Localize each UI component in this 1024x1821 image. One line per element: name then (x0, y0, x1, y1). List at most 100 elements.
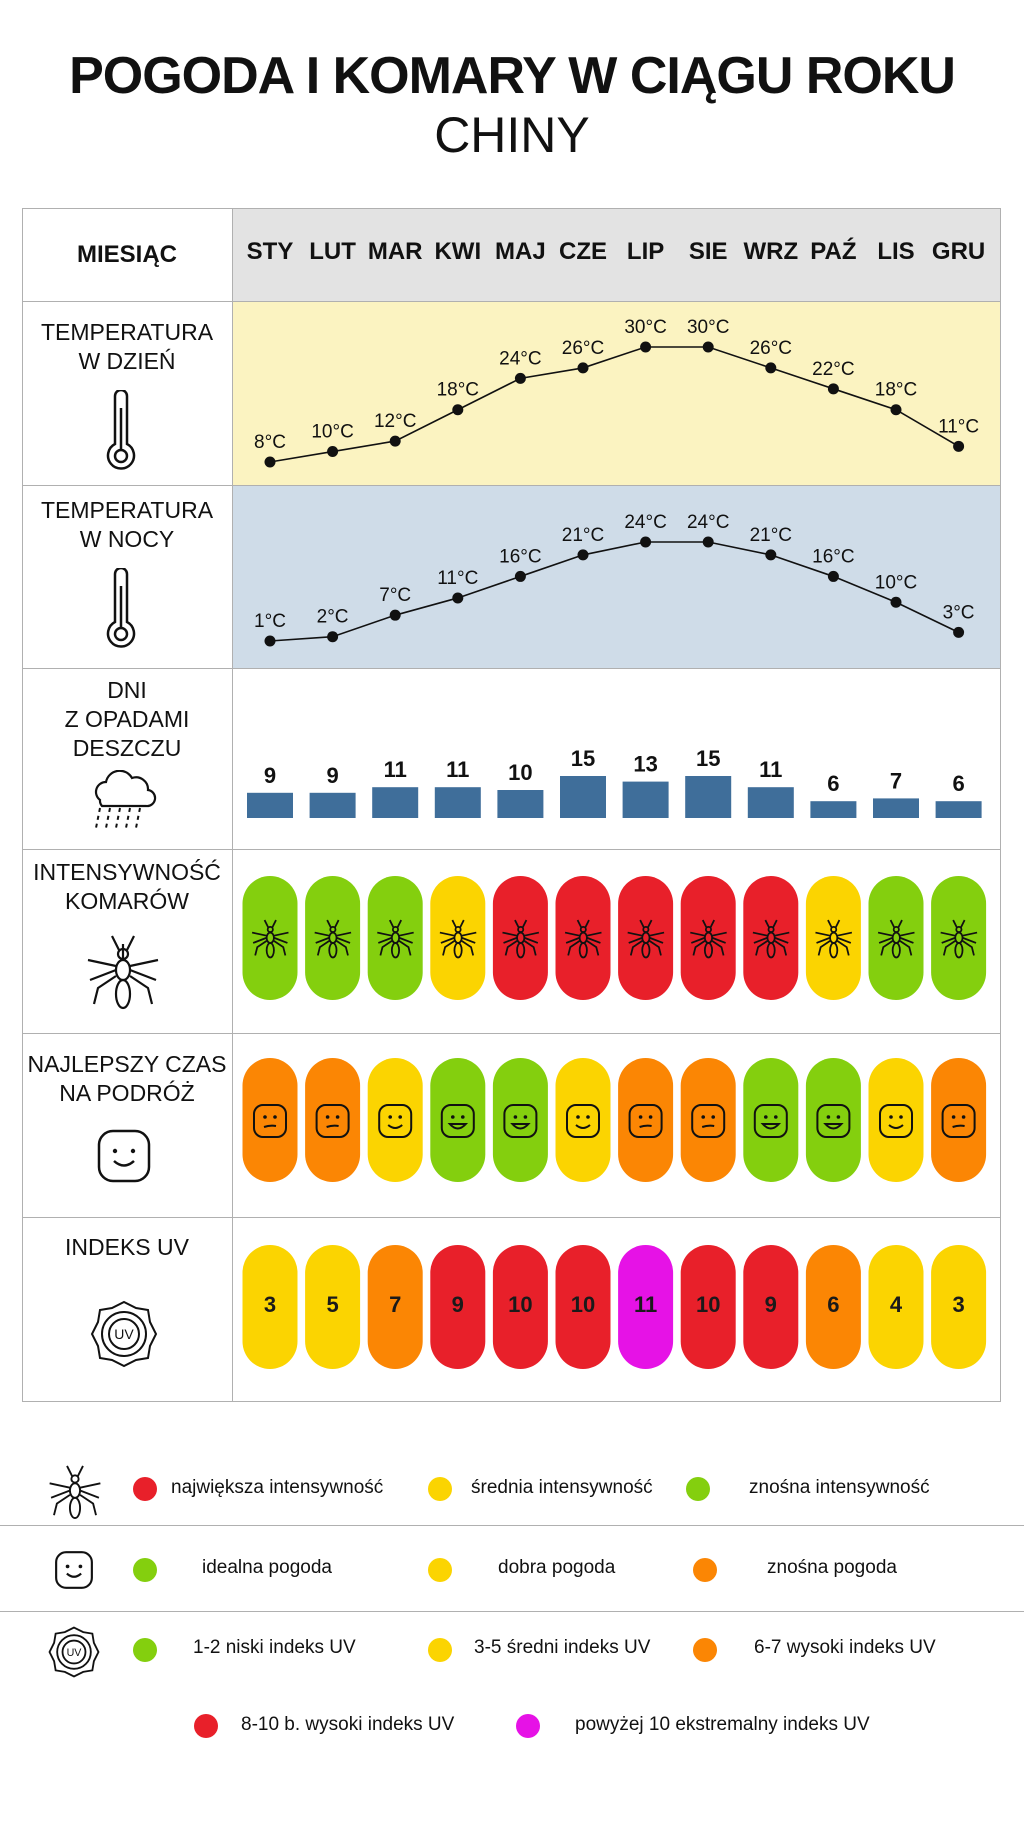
label-line: W NOCY (79, 526, 175, 552)
legend-dot (133, 1477, 157, 1501)
label-line: Z OPADAMI (64, 706, 190, 732)
night-temp-point (890, 596, 902, 608)
night-temp-line (269, 541, 959, 642)
day-temp-point (264, 456, 276, 468)
rain-bar (372, 787, 419, 818)
rain-value-label: 13 (633, 752, 657, 777)
travel-pill (430, 1058, 486, 1182)
month-label: CZE (559, 238, 607, 265)
day-temp-label: 10°C (311, 422, 353, 443)
night-temp-point (389, 609, 401, 621)
month-label: WRZ (743, 238, 799, 265)
legend-text: średnia intensywność (471, 1477, 653, 1498)
smiley-icon (97, 1129, 151, 1183)
uv-pill (931, 1245, 987, 1369)
rain-label: DNI Z OPADAMI DESZCZU (22, 676, 232, 763)
day-temp-point (389, 435, 401, 447)
uv-value-label: 5 (326, 1292, 338, 1317)
legend-dot (693, 1638, 717, 1662)
night-temp-label: 16°C (812, 546, 854, 567)
day-temp-point (514, 372, 526, 384)
rain-cloud-icon (94, 770, 157, 829)
mosquito-icon (564, 919, 602, 959)
thermometer-icon (106, 390, 136, 470)
travel-pill (680, 1058, 736, 1182)
label-line: W DZIEŃ (78, 348, 176, 374)
legend-text: znośna pogoda (767, 1557, 897, 1578)
day-temp-label: 8°C (254, 432, 286, 453)
night-temp-point (765, 549, 777, 561)
night-temp-label: 24°C (624, 512, 666, 533)
night-temp-point (327, 631, 339, 643)
rain-value-label: 6 (952, 771, 964, 796)
mosquito-icon (314, 919, 352, 959)
row-divider (22, 1033, 1001, 1034)
travel-pill (805, 1058, 861, 1182)
mosquito-icon (377, 919, 414, 959)
day-temp-label: 26°C (562, 338, 604, 359)
day-temp-band (233, 302, 1000, 485)
smiley-icon (503, 1104, 538, 1138)
night-temp-label: 7°C (379, 585, 411, 606)
legend-dot (428, 1477, 452, 1501)
uv-pill (618, 1245, 674, 1369)
mosquito-icon (877, 919, 915, 959)
day-temp-label: 11°C (938, 416, 979, 437)
travel-pill (305, 1058, 361, 1182)
night-temp-point (953, 626, 965, 638)
night-temp-point (702, 536, 714, 548)
smiley-icon (378, 1104, 413, 1138)
day-temp-label: 24°C (499, 348, 541, 369)
day-temp-point (640, 341, 652, 353)
night-temp-label: 1°C (254, 611, 286, 632)
night-temp-point (577, 549, 589, 561)
month-label: GRU (931, 238, 986, 265)
uv-pill (805, 1245, 861, 1369)
travel-pill (618, 1058, 674, 1182)
travel-pill (367, 1058, 423, 1182)
rain-bar (873, 798, 919, 818)
legend-dot (428, 1558, 452, 1582)
table-divider (232, 208, 233, 1402)
smiley-icon (628, 1104, 663, 1138)
row-divider (22, 485, 1001, 486)
mosquito-pill (555, 876, 611, 1000)
day-temp-label: 18°C (437, 380, 479, 401)
day-temp-point (765, 362, 777, 374)
legend-dot (133, 1638, 157, 1662)
rain-bar (935, 801, 982, 818)
label-line: INDEKS UV (65, 1234, 189, 1260)
rain-bar (560, 776, 606, 818)
night-temp-band (233, 486, 1000, 668)
day-temp-point (890, 404, 902, 416)
night-temp-point (827, 570, 839, 582)
mosquito-icon (439, 919, 477, 959)
travel-pill (868, 1058, 924, 1182)
night-temp-label: TEMPERATURA W NOCY (22, 496, 232, 554)
day-temp-label: 26°C (750, 338, 792, 359)
rain-value-label: 11 (446, 757, 469, 782)
uv-pill (492, 1245, 548, 1369)
travel-pill (492, 1058, 548, 1182)
header-band (233, 209, 1000, 301)
legend-text: dobra pogoda (498, 1557, 616, 1578)
weather-table (22, 208, 1001, 1402)
label-line: DESZCZU (72, 735, 182, 761)
mosquito-pill (305, 876, 361, 1000)
rain-bar (810, 801, 857, 818)
rain-value-label: 11 (759, 757, 782, 782)
night-temp-label: 21°C (750, 525, 792, 546)
rain-value-label: 7 (890, 768, 902, 793)
smiley-icon (440, 1104, 475, 1138)
night-temp-point (452, 592, 464, 604)
label-line: NA PODRÓŻ (59, 1080, 195, 1106)
smiley-icon (253, 1104, 287, 1138)
uv-label: INDEKS UV (22, 1233, 232, 1262)
rain-bar (247, 792, 293, 818)
rain-value-label: 15 (571, 746, 595, 771)
mosquito-pill (868, 876, 924, 1000)
smiley-icon (566, 1104, 600, 1138)
rain-bar (747, 787, 794, 818)
month-label: STY (246, 238, 294, 265)
smiley-icon (816, 1104, 851, 1138)
